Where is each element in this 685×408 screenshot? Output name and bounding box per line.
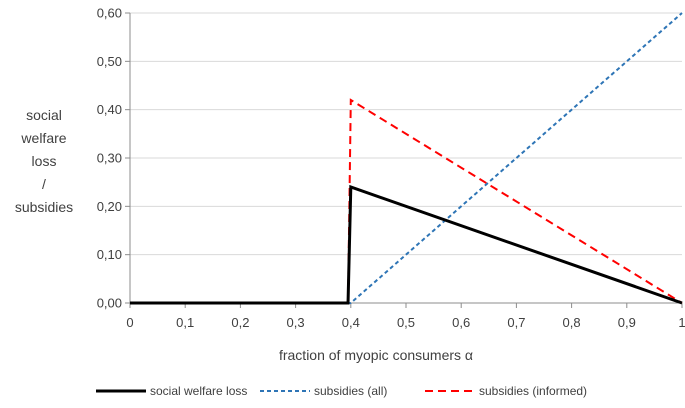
x-tick-label-10: 1 xyxy=(678,315,685,330)
x-tick-label-4: 0,4 xyxy=(342,315,360,330)
series-lines xyxy=(130,12,683,305)
x-tick-label-1: 0,1 xyxy=(176,315,194,330)
y-tick-label-5: 0,50 xyxy=(97,54,122,69)
x-axis-title: fraction of myopic consumers α xyxy=(279,347,473,363)
y-axis-title: social welfare loss / subsidies xyxy=(15,107,73,215)
y-tick-label-1: 0,10 xyxy=(97,247,122,262)
y-tick-label-6: 0,60 xyxy=(97,6,122,21)
x-tick-label-8: 0,8 xyxy=(563,315,581,330)
legend-label-social-welfare-loss: social welfare loss xyxy=(150,384,247,398)
legend-label-subsidies-all: subsidies (all) xyxy=(314,384,387,398)
series-line-social-welfare-loss xyxy=(130,184,683,305)
y-axis-title-line-1: welfare xyxy=(20,130,66,146)
y-tick-label-2: 0,20 xyxy=(97,199,122,214)
y-axis-title-line-2: loss xyxy=(32,153,57,169)
x-tick-label-9: 0,9 xyxy=(618,315,636,330)
x-tick-label-6: 0,6 xyxy=(452,315,470,330)
x-tick-label-0: 0 xyxy=(126,315,133,330)
tick-labels: 0,00 0,10 0,20 0,30 0,40 0,50 0,60 0 0,1 0,2 0,3 0,… xyxy=(97,6,685,331)
x-tick-label-2: 0,2 xyxy=(231,315,249,330)
x-tick-label-7: 0,7 xyxy=(507,315,525,330)
y-tick-label-0: 0,00 xyxy=(97,296,122,311)
y-axis-title-line-3: / xyxy=(42,176,46,192)
x-tick-label-5: 0,5 xyxy=(397,315,415,330)
axis-titles: fraction of myopic consumers α xyxy=(279,347,473,363)
y-axis-title-line-0: social xyxy=(26,107,62,123)
legend: social welfare loss subsidies (all) subsid… xyxy=(96,384,587,398)
axes xyxy=(125,12,683,308)
legend-label-subsidies-informed: subsidies (informed) xyxy=(479,384,587,398)
y-tick-label-4: 0,40 xyxy=(97,102,122,117)
x-tick-label-3: 0,3 xyxy=(287,315,305,330)
y-tick-label-3: 0,30 xyxy=(97,151,122,166)
y-axis-title-line-4: subsidies xyxy=(15,199,73,215)
gridlines xyxy=(130,12,682,256)
